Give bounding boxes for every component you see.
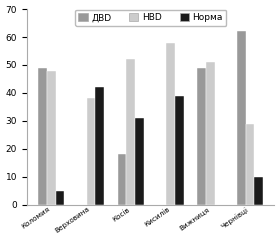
Bar — [246, 124, 255, 205]
Bar — [197, 68, 206, 205]
Bar — [87, 98, 95, 205]
Bar — [255, 177, 263, 205]
Bar — [126, 59, 135, 205]
Bar — [166, 42, 175, 205]
Bar — [237, 31, 246, 205]
Bar — [47, 71, 55, 205]
Legend: ДВD, НВD, Норма: ДВD, НВD, Норма — [75, 10, 226, 26]
Bar — [135, 118, 144, 205]
Bar — [175, 96, 184, 205]
Bar — [55, 191, 64, 205]
Bar — [38, 68, 47, 205]
Bar — [95, 87, 104, 205]
Bar — [118, 154, 126, 205]
Bar — [206, 62, 215, 205]
